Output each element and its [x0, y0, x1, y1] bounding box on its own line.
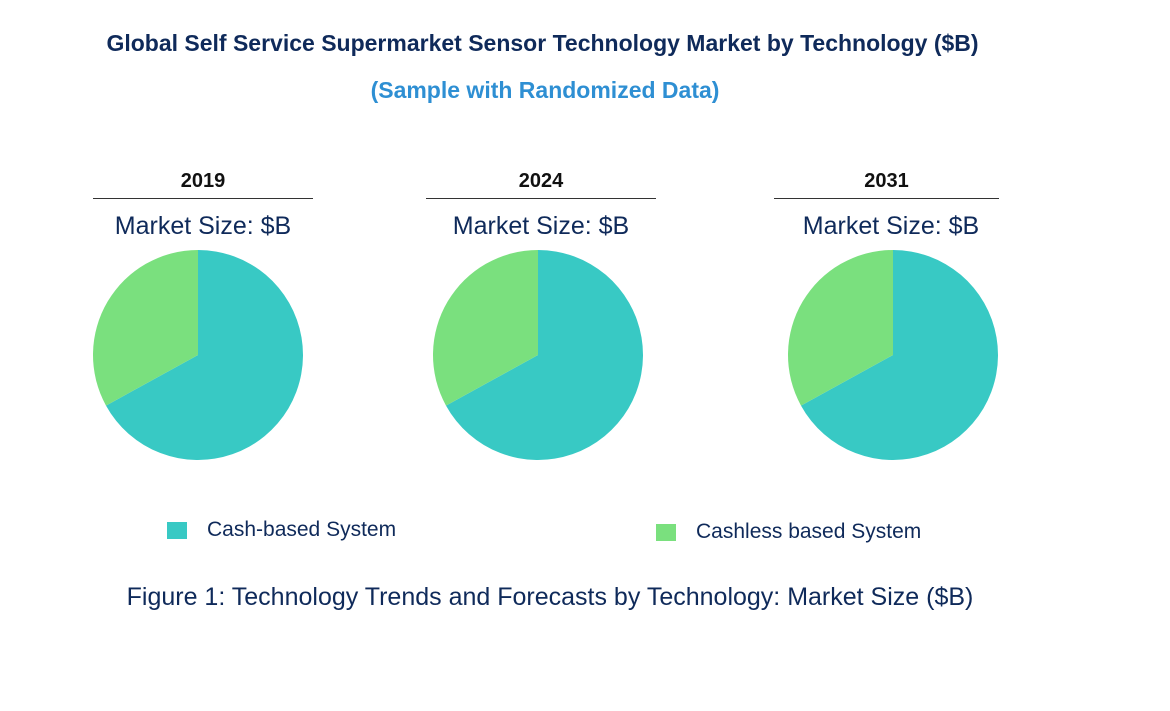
legend-swatch-cash: [167, 521, 187, 539]
year-divider: [774, 198, 999, 199]
chart-title: Global Self Service Supermarket Sensor T…: [106, 30, 979, 56]
pie-2019: [93, 250, 304, 460]
pie-slice-cash: [105, 250, 304, 460]
pie-2031: [788, 250, 998, 460]
pie-2024: [433, 250, 643, 460]
year-divider: [426, 198, 656, 199]
legend-label-cash: Cash-based System: [207, 518, 397, 541]
pie-slice-cashless: [433, 250, 538, 406]
pie-market-size-label: Market Size: $B: [114, 212, 292, 240]
legend-item-cash: Cash-based System: [167, 518, 396, 542]
pie-year-2019: 2019: [180, 170, 226, 192]
figure-caption: Figure 1: Technology Trends and Forecast…: [126, 583, 974, 611]
pie-slice-cash: [445, 250, 643, 460]
pie-year-2031: 2031: [864, 170, 909, 192]
legend-label-cashless: Cashless based System: [696, 520, 922, 543]
year-divider: [93, 198, 313, 199]
pie-market-size-label: Market Size: $B: [452, 212, 630, 240]
pie-slice-cashless: [788, 250, 893, 406]
chart-subtitle: (Sample with Randomized Data): [370, 77, 720, 103]
pie-market-size-label: Market Size: $B: [802, 212, 980, 240]
pie-year-2024: 2024: [518, 170, 564, 192]
pie-slice-cash: [800, 250, 998, 460]
legend-swatch-cashless: [656, 523, 676, 541]
pie-slice-cashless: [93, 250, 198, 406]
legend-item-cashless: Cashless based System: [656, 520, 921, 544]
